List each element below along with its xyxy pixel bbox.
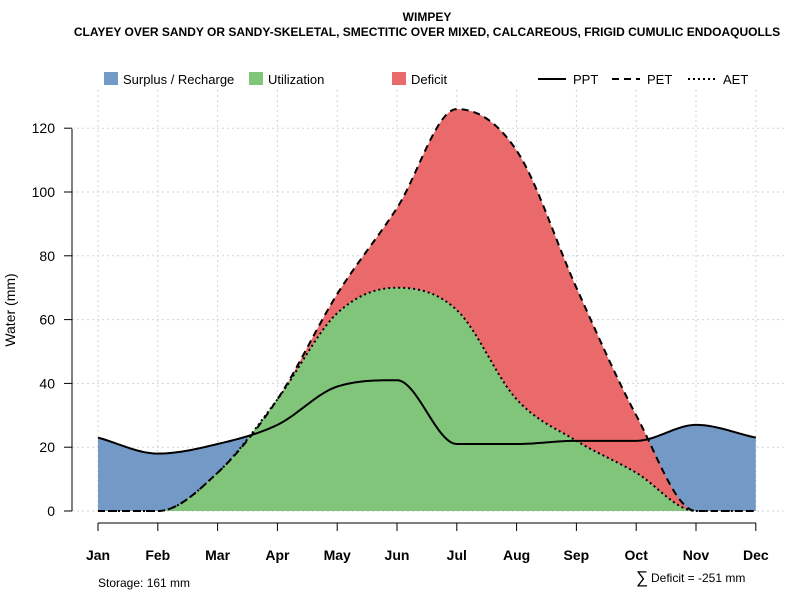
x-tick-label-nov: Nov [683, 547, 710, 563]
line-layer [97, 108, 757, 512]
legend-label-deficit: Deficit [411, 72, 448, 87]
deficit-note: Deficit = -251 mm [651, 571, 745, 585]
x-tick-label-feb: Feb [145, 547, 170, 563]
legend-label-pet: PET [647, 72, 672, 87]
y-tick-label-0: 0 [47, 503, 55, 519]
x-tick-label-aug: Aug [503, 547, 530, 563]
storage-note: Storage: 161 mm [98, 576, 190, 590]
pet-series-line [98, 108, 756, 512]
ppt-series-line [97, 379, 757, 455]
y-axis-label: Water (mm) [2, 273, 18, 346]
y-tick-label-60: 60 [39, 312, 55, 328]
legend-label-utilization: Utilization [268, 72, 324, 87]
legend-label-surplus: Surplus / Recharge [123, 72, 234, 87]
x-tick-label-jul: Jul [447, 547, 467, 563]
deficit-area [98, 109, 756, 511]
x-ticks: Jan Feb Mar Apr May Jun Jul Aug Sep Oct Nov Dec [86, 523, 769, 563]
legend-swatch-deficit [392, 72, 406, 85]
legend-swatch-utilization [249, 72, 263, 85]
deficit-sum-symbol: ∑ [636, 568, 648, 587]
legend-label-aet: AET [723, 72, 748, 87]
legend-label-ppt: PPT [573, 72, 598, 87]
legend-swatch-surplus [104, 72, 118, 85]
x-tick-label-jan: Jan [86, 547, 110, 563]
x-tick-label-mar: Mar [205, 547, 230, 563]
x-tick-label-oct: Oct [625, 547, 649, 563]
x-tick-label-dec: Dec [743, 547, 769, 563]
y-tick-label-80: 80 [39, 248, 55, 264]
y-tick-label-120: 120 [32, 120, 56, 136]
y-tick-label-40: 40 [39, 375, 55, 391]
x-tick-label-apr: Apr [265, 547, 290, 563]
chart-title: WIMPEY [403, 10, 452, 24]
y-ticks: 0 20 40 60 80 100 120 [32, 120, 72, 519]
legend: Surplus / Recharge Utilization Deficit P… [104, 72, 748, 87]
x-tick-label-jun: Jun [385, 547, 410, 563]
y-tick-label-20: 20 [39, 439, 55, 455]
x-tick-label-may: May [324, 547, 351, 563]
aet-series-line [98, 286, 756, 512]
chart-subtitle: CLAYEY OVER SANDY OR SANDY-SKELETAL, SME… [74, 25, 780, 39]
utilization-area [98, 287, 756, 511]
area-layer [98, 109, 756, 511]
x-tick-label-sep: Sep [564, 547, 590, 563]
y-tick-label-100: 100 [32, 184, 56, 200]
